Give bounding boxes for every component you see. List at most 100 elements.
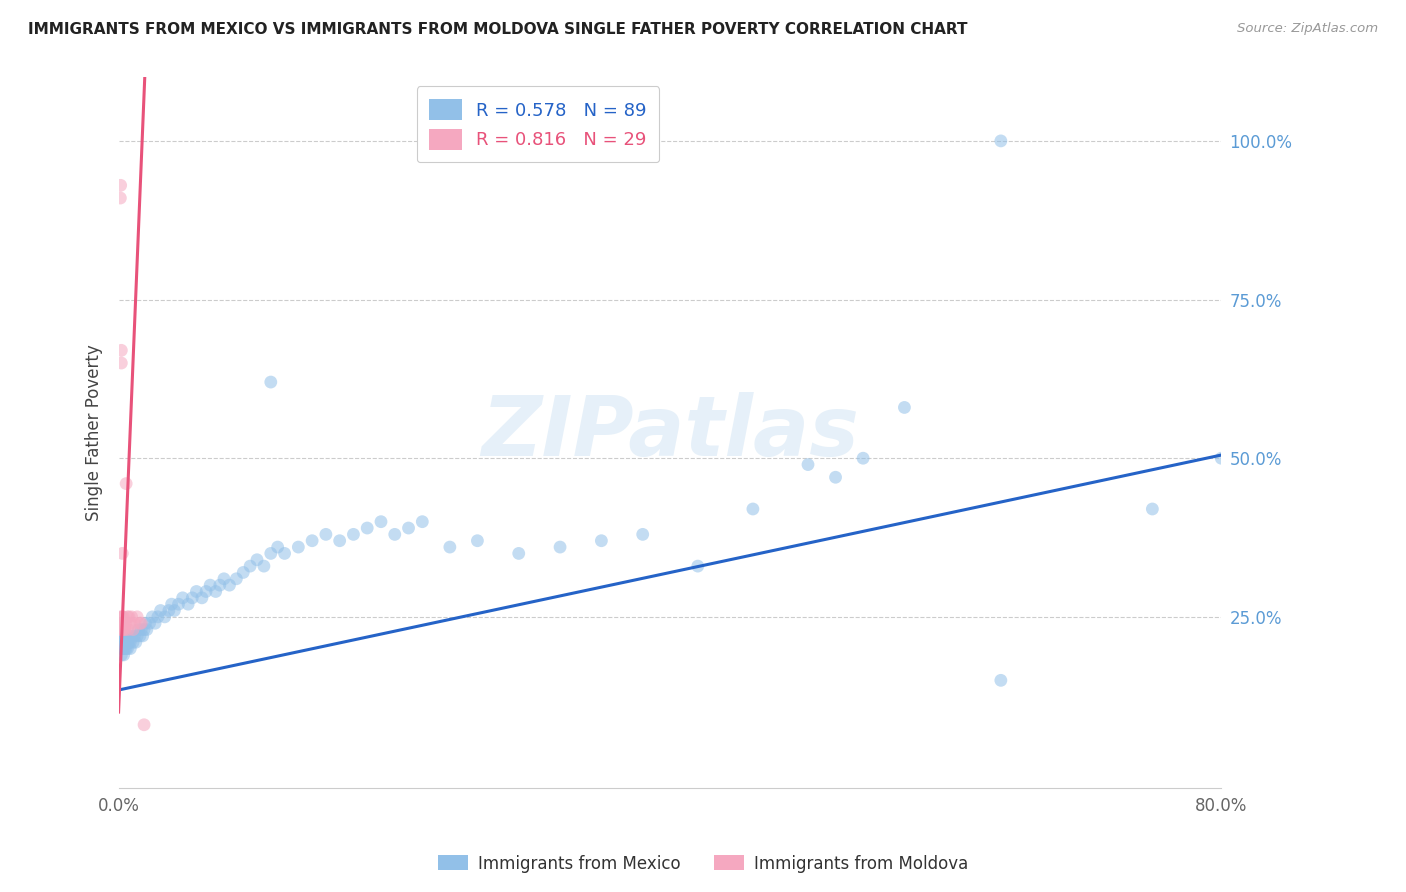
Point <box>112 616 135 631</box>
Point <box>122 635 145 649</box>
Point <box>893 401 915 415</box>
Point <box>384 527 406 541</box>
Point <box>990 673 1012 688</box>
Point <box>172 591 194 605</box>
Point <box>110 343 132 358</box>
Point <box>508 546 530 560</box>
Point <box>141 610 163 624</box>
Point <box>111 546 134 560</box>
Point <box>160 597 183 611</box>
Point <box>131 623 153 637</box>
Point <box>273 546 295 560</box>
Legend: R = 0.578   N = 89, R = 0.816   N = 29: R = 0.578 N = 89, R = 0.816 N = 29 <box>416 87 659 162</box>
Point <box>239 559 262 574</box>
Point <box>120 635 142 649</box>
Point <box>115 629 138 643</box>
Point <box>110 641 132 656</box>
Point <box>115 476 138 491</box>
Point <box>131 616 153 631</box>
Point <box>149 603 172 617</box>
Point <box>110 191 132 205</box>
Point <box>990 134 1012 148</box>
Point <box>111 616 134 631</box>
Point <box>181 591 204 605</box>
Point <box>131 629 153 643</box>
Point <box>111 635 134 649</box>
Point <box>208 578 231 592</box>
Point <box>439 540 461 554</box>
Point <box>163 603 186 617</box>
Point <box>121 629 143 643</box>
Point <box>121 610 143 624</box>
Text: ZIPatlas: ZIPatlas <box>481 392 859 474</box>
Point <box>1142 502 1164 516</box>
Point <box>111 623 134 637</box>
Legend: Immigrants from Mexico, Immigrants from Moldova: Immigrants from Mexico, Immigrants from … <box>432 848 974 880</box>
Point <box>128 623 150 637</box>
Point <box>117 635 139 649</box>
Point <box>138 616 160 631</box>
Point <box>253 559 276 574</box>
Point <box>260 375 283 389</box>
Point <box>631 527 654 541</box>
Point <box>143 616 166 631</box>
Point <box>852 451 875 466</box>
Point <box>342 527 364 541</box>
Point <box>114 635 136 649</box>
Point <box>195 584 218 599</box>
Point <box>114 623 136 637</box>
Point <box>127 610 149 624</box>
Point <box>117 610 139 624</box>
Point <box>118 629 141 643</box>
Point <box>112 641 135 656</box>
Point <box>112 635 135 649</box>
Point <box>204 584 226 599</box>
Point <box>110 356 132 370</box>
Point <box>110 623 132 637</box>
Point <box>157 603 180 617</box>
Point <box>315 527 337 541</box>
Point <box>118 635 141 649</box>
Point <box>329 533 352 548</box>
Point <box>111 616 134 631</box>
Point <box>548 540 571 554</box>
Point <box>218 578 240 592</box>
Point <box>246 553 269 567</box>
Point <box>110 178 132 193</box>
Point <box>134 616 156 631</box>
Text: IMMIGRANTS FROM MEXICO VS IMMIGRANTS FROM MOLDOVA SINGLE FATHER POVERTY CORRELAT: IMMIGRANTS FROM MEXICO VS IMMIGRANTS FRO… <box>28 22 967 37</box>
Point <box>112 610 135 624</box>
Point <box>398 521 420 535</box>
Point <box>356 521 378 535</box>
Point <box>260 546 283 560</box>
Point <box>266 540 288 554</box>
Point <box>111 641 134 656</box>
Point <box>124 629 146 643</box>
Point <box>467 533 489 548</box>
Point <box>167 597 190 611</box>
Point <box>122 623 145 637</box>
Point <box>146 610 169 624</box>
Point <box>212 572 235 586</box>
Point <box>120 616 142 631</box>
Point <box>135 623 157 637</box>
Point <box>117 641 139 656</box>
Point <box>110 648 132 662</box>
Point <box>112 629 135 643</box>
Point <box>824 470 846 484</box>
Point <box>110 629 132 643</box>
Point <box>129 629 152 643</box>
Point <box>129 616 152 631</box>
Point <box>191 591 214 605</box>
Point <box>132 718 155 732</box>
Point <box>411 515 433 529</box>
Point <box>114 616 136 631</box>
Point <box>111 635 134 649</box>
Point <box>114 629 136 643</box>
Point <box>111 610 134 624</box>
Point <box>1211 451 1233 466</box>
Point <box>591 533 613 548</box>
Point <box>118 610 141 624</box>
Point <box>198 578 221 592</box>
Point <box>287 540 309 554</box>
